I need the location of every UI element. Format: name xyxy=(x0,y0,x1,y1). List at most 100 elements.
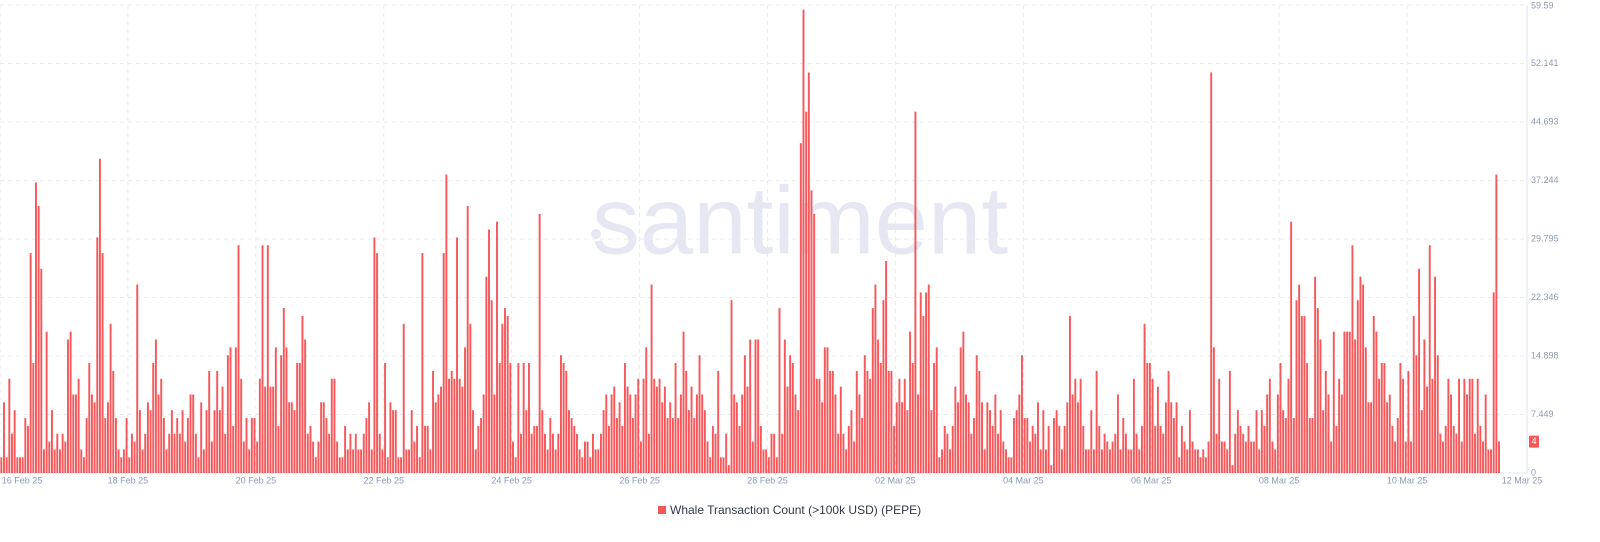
bar xyxy=(789,355,792,473)
bar xyxy=(1087,449,1090,473)
bar xyxy=(1143,323,1146,473)
bar xyxy=(879,363,882,473)
bar xyxy=(1199,457,1202,473)
bar xyxy=(845,449,848,473)
bar xyxy=(448,378,450,473)
bar xyxy=(1380,363,1383,473)
bar xyxy=(1047,425,1050,473)
bar xyxy=(965,394,967,473)
bar xyxy=(1300,315,1303,473)
bar xyxy=(1359,276,1362,473)
bar xyxy=(514,457,517,473)
bar xyxy=(1124,433,1127,473)
bar xyxy=(898,378,901,473)
bar xyxy=(338,457,341,473)
bar xyxy=(1354,339,1357,473)
bar xyxy=(1140,425,1143,473)
bar xyxy=(1476,378,1479,473)
bar xyxy=(253,418,256,473)
bar xyxy=(1356,300,1359,473)
bar xyxy=(386,457,389,473)
bar xyxy=(890,370,893,473)
bar xyxy=(1055,410,1058,473)
bar xyxy=(1468,378,1471,473)
x-tick-label: 10 Mar 25 xyxy=(1387,475,1428,485)
bar xyxy=(1402,378,1405,473)
bar xyxy=(1423,339,1426,473)
bar xyxy=(797,410,800,473)
bar xyxy=(1204,457,1207,473)
bar xyxy=(346,449,349,473)
bar xyxy=(1338,378,1341,473)
bar xyxy=(1151,378,1154,473)
bar xyxy=(138,410,141,473)
bar xyxy=(154,339,157,473)
bar xyxy=(13,410,16,473)
bar xyxy=(834,394,837,473)
bar xyxy=(496,221,498,473)
bar xyxy=(613,386,616,473)
bar xyxy=(277,425,280,473)
bar xyxy=(1452,425,1455,473)
bar xyxy=(1394,441,1397,473)
bar xyxy=(1479,425,1482,473)
bar xyxy=(237,245,240,473)
bar xyxy=(695,394,698,473)
bar xyxy=(333,378,336,473)
bar xyxy=(983,449,986,473)
bar xyxy=(408,449,411,473)
bar xyxy=(735,402,738,473)
bar xyxy=(802,9,805,473)
bar xyxy=(213,410,216,473)
bar xyxy=(773,433,776,473)
bar xyxy=(373,237,376,473)
bar xyxy=(943,425,946,473)
bar xyxy=(858,394,861,473)
bar xyxy=(389,402,392,473)
bar xyxy=(1106,441,1109,473)
bar xyxy=(1167,370,1170,473)
bar xyxy=(1410,441,1413,473)
bar xyxy=(1172,418,1175,473)
bar xyxy=(1375,331,1378,473)
bar xyxy=(189,394,192,473)
bar xyxy=(549,418,552,473)
bar xyxy=(1442,441,1445,473)
bar xyxy=(1386,402,1389,473)
bar xyxy=(306,433,309,473)
bar xyxy=(258,378,261,473)
bar xyxy=(634,394,637,473)
bar xyxy=(434,402,437,473)
bar xyxy=(1021,355,1023,473)
bar xyxy=(1015,410,1018,473)
bar xyxy=(59,449,61,473)
bar xyxy=(738,425,741,473)
bar xyxy=(1228,370,1231,473)
bar xyxy=(1260,410,1263,473)
bar xyxy=(522,363,525,473)
bar xyxy=(357,449,360,473)
x-tick-label: 12 Mar 25 xyxy=(1502,475,1543,485)
bar xyxy=(234,347,237,473)
bar xyxy=(1370,402,1373,473)
bar xyxy=(0,457,3,473)
bar xyxy=(1284,418,1287,473)
bar xyxy=(90,394,93,473)
bar xyxy=(765,449,768,473)
bar xyxy=(743,355,746,473)
x-tick-label: 18 Feb 25 xyxy=(108,475,149,485)
bar xyxy=(1418,268,1421,473)
bar xyxy=(671,418,674,473)
bar xyxy=(885,260,888,473)
bar xyxy=(160,378,163,473)
bar xyxy=(194,433,197,473)
bar xyxy=(682,331,685,473)
bar xyxy=(488,229,490,473)
bar xyxy=(770,433,773,473)
bar xyxy=(1077,402,1079,473)
bar xyxy=(1082,425,1085,473)
bar xyxy=(823,347,826,473)
bar xyxy=(1127,449,1130,473)
bar xyxy=(1071,394,1074,473)
bar xyxy=(1023,418,1026,473)
